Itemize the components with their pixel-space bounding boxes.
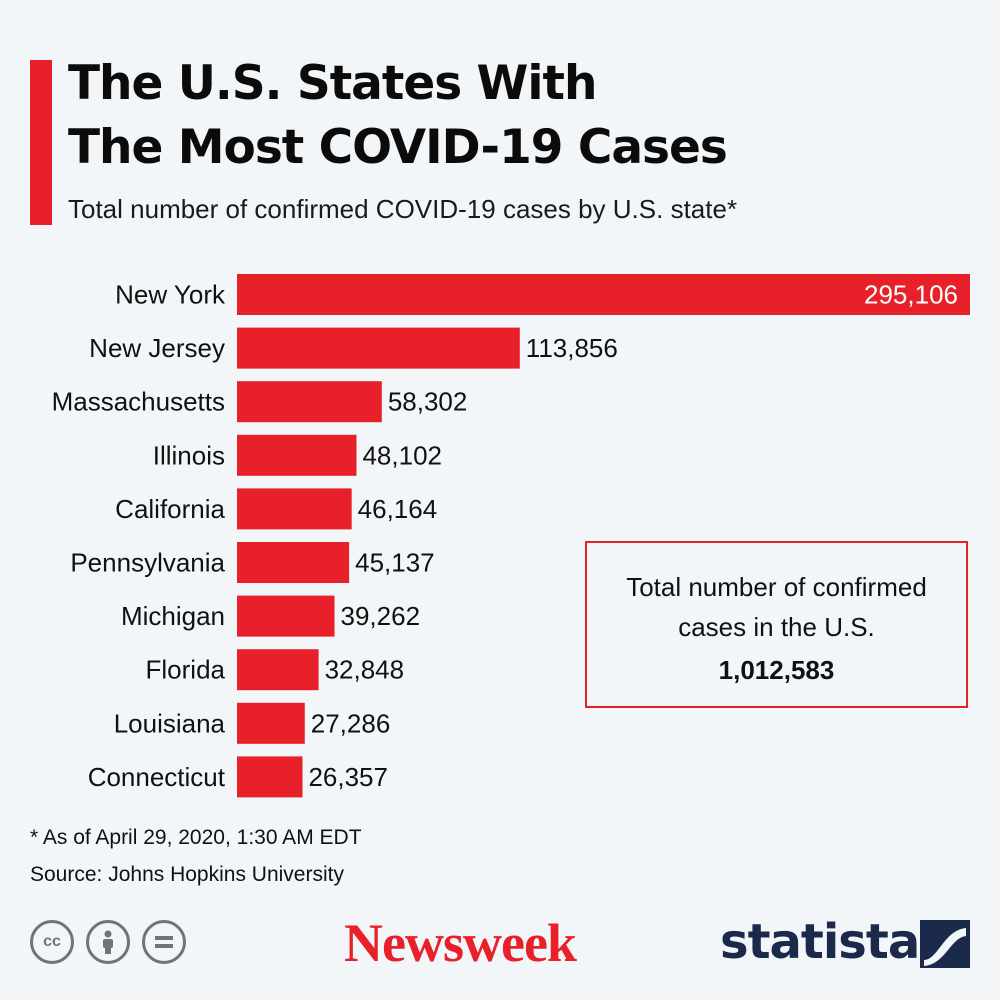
bar[interactable] bbox=[237, 649, 319, 691]
bar-chart: New York 295,106 New Jersey 113,856 Massachu… bbox=[52, 274, 970, 798]
category-label: Pennsylvania bbox=[70, 548, 225, 578]
bar[interactable] bbox=[237, 434, 357, 476]
bar[interactable] bbox=[237, 542, 350, 583]
total-cases-box: Total number of confirmed cases in the U… bbox=[585, 541, 968, 708]
source-note: Source: Johns Hopkins University bbox=[30, 863, 344, 886]
value-label: 27,286 bbox=[311, 708, 391, 738]
statista-mark-icon bbox=[920, 920, 970, 968]
creative-commons-icon[interactable]: cc bbox=[30, 920, 74, 964]
bar[interactable] bbox=[237, 488, 352, 530]
chart-subtitle: Total number of confirmed COVID-19 cases… bbox=[68, 194, 738, 224]
attribution-icon[interactable] bbox=[86, 920, 130, 964]
category-label: Connecticut bbox=[88, 762, 226, 792]
category-label: New York bbox=[115, 280, 226, 310]
license-icons: cc bbox=[30, 920, 186, 964]
value-label: 58,302 bbox=[388, 387, 468, 417]
category-label: New Jersey bbox=[89, 333, 225, 363]
value-label: 45,137 bbox=[355, 548, 435, 578]
bar[interactable] bbox=[237, 381, 382, 423]
title-line-2: The Most COVID-19 Cases bbox=[68, 120, 728, 175]
bar[interactable] bbox=[237, 595, 335, 637]
category-label: Florida bbox=[146, 655, 226, 685]
category-label: Illinois bbox=[153, 440, 225, 470]
title-line-1: The U.S. States With bbox=[68, 56, 597, 111]
footnote: * As of April 29, 2020, 1:30 AM EDT bbox=[30, 826, 362, 849]
equals-icon bbox=[155, 936, 173, 948]
person-icon bbox=[103, 930, 113, 954]
newsweek-logo[interactable]: Newsweek bbox=[344, 913, 577, 973]
bar[interactable] bbox=[237, 702, 305, 744]
category-label: California bbox=[115, 494, 225, 524]
total-cases-value: 1,012,583 bbox=[718, 655, 835, 685]
value-label: 295,106 bbox=[864, 280, 958, 310]
total-cases-label: Total number of confirmed cases in the U… bbox=[626, 572, 927, 642]
value-label: 32,848 bbox=[325, 655, 405, 685]
bar[interactable] bbox=[237, 274, 970, 315]
category-label: Michigan bbox=[121, 601, 225, 631]
value-label: 26,357 bbox=[308, 762, 388, 792]
category-label: Massachusetts bbox=[52, 387, 225, 417]
value-label: 46,164 bbox=[358, 494, 438, 524]
statista-logo[interactable]: statista bbox=[720, 914, 920, 970]
value-label: 48,102 bbox=[362, 440, 442, 470]
accent-bar bbox=[30, 60, 52, 225]
value-label: 113,856 bbox=[526, 333, 618, 363]
value-label: 39,262 bbox=[341, 601, 421, 631]
no-derivatives-icon[interactable] bbox=[142, 920, 186, 964]
chart-title: The U.S. States With The Most COVID-19 C… bbox=[68, 52, 728, 180]
cc-text: cc bbox=[43, 933, 61, 950]
bar[interactable] bbox=[237, 756, 303, 798]
category-label: Louisiana bbox=[114, 708, 226, 738]
bar[interactable] bbox=[237, 327, 520, 369]
